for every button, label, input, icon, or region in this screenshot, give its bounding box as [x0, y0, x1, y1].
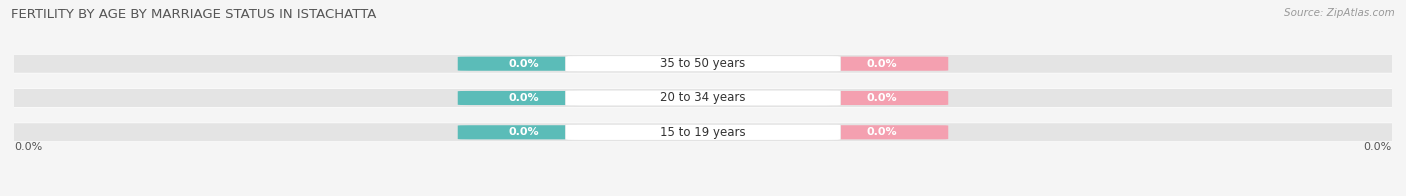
FancyBboxPatch shape: [458, 57, 591, 71]
Legend: Married, Unmarried: Married, Unmarried: [624, 193, 782, 196]
Text: 15 to 19 years: 15 to 19 years: [661, 126, 745, 139]
Text: Source: ZipAtlas.com: Source: ZipAtlas.com: [1284, 8, 1395, 18]
FancyBboxPatch shape: [565, 124, 841, 140]
Text: 0.0%: 0.0%: [868, 59, 897, 69]
Text: 0.0%: 0.0%: [1364, 142, 1392, 152]
FancyBboxPatch shape: [815, 125, 948, 139]
FancyBboxPatch shape: [0, 123, 1406, 142]
FancyBboxPatch shape: [815, 91, 948, 105]
Text: 0.0%: 0.0%: [868, 127, 897, 137]
FancyBboxPatch shape: [458, 125, 591, 139]
Text: 0.0%: 0.0%: [509, 59, 538, 69]
FancyBboxPatch shape: [565, 90, 841, 106]
Text: 0.0%: 0.0%: [868, 93, 897, 103]
Text: 0.0%: 0.0%: [509, 93, 538, 103]
Text: 0.0%: 0.0%: [509, 127, 538, 137]
FancyBboxPatch shape: [815, 57, 948, 71]
Text: FERTILITY BY AGE BY MARRIAGE STATUS IN ISTACHATTA: FERTILITY BY AGE BY MARRIAGE STATUS IN I…: [11, 8, 377, 21]
FancyBboxPatch shape: [565, 56, 841, 72]
Text: 0.0%: 0.0%: [14, 142, 42, 152]
FancyBboxPatch shape: [0, 89, 1406, 107]
FancyBboxPatch shape: [0, 54, 1406, 73]
Text: 20 to 34 years: 20 to 34 years: [661, 92, 745, 104]
FancyBboxPatch shape: [458, 91, 591, 105]
Text: 35 to 50 years: 35 to 50 years: [661, 57, 745, 70]
